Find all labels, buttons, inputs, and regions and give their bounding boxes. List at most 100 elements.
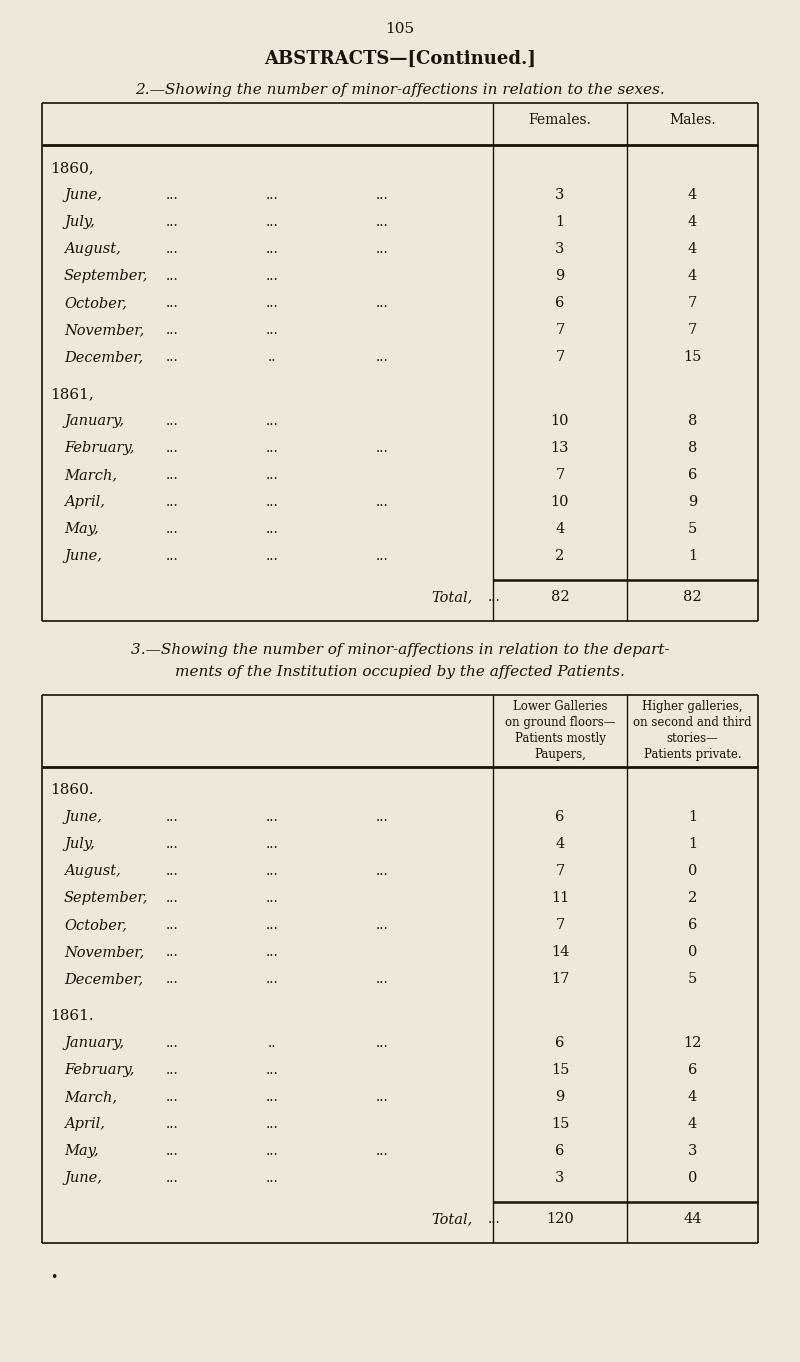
Text: ...: ... [266, 242, 278, 256]
Text: 1: 1 [688, 549, 697, 563]
Text: 12: 12 [683, 1036, 702, 1050]
Text: Patients private.: Patients private. [644, 748, 742, 761]
Text: ...: ... [166, 296, 178, 311]
Text: ...: ... [266, 1117, 278, 1130]
Text: stories—: stories— [666, 731, 718, 745]
Text: ...: ... [266, 549, 278, 563]
Text: 3: 3 [555, 242, 565, 256]
Text: ..: .. [268, 350, 276, 364]
Text: ...: ... [166, 1171, 178, 1185]
Text: 1: 1 [688, 810, 697, 824]
Text: January,: January, [64, 414, 124, 428]
Text: ...: ... [266, 215, 278, 229]
Text: March,: March, [64, 469, 117, 482]
Text: 3: 3 [555, 188, 565, 202]
Text: September,: September, [64, 270, 148, 283]
Text: ...: ... [266, 441, 278, 455]
Text: January,: January, [64, 1036, 124, 1050]
Text: 9: 9 [688, 494, 697, 509]
Text: November,: November, [64, 945, 144, 959]
Text: 4: 4 [688, 242, 697, 256]
Text: 4: 4 [688, 215, 697, 229]
Text: 5: 5 [688, 972, 697, 986]
Text: ...: ... [266, 838, 278, 851]
Text: ...: ... [266, 522, 278, 537]
Text: 3: 3 [688, 1144, 697, 1158]
Text: ...: ... [376, 810, 388, 824]
Text: ...: ... [166, 469, 178, 482]
Text: ...: ... [376, 864, 388, 878]
Text: 6: 6 [555, 1144, 565, 1158]
Text: 10: 10 [550, 414, 570, 428]
Text: 1: 1 [555, 215, 565, 229]
Text: April,: April, [64, 494, 105, 509]
Text: ...: ... [166, 215, 178, 229]
Text: ...: ... [266, 1171, 278, 1185]
Text: 6: 6 [688, 918, 697, 932]
Text: ...: ... [166, 270, 178, 283]
Text: ...: ... [166, 549, 178, 563]
Text: 4: 4 [555, 522, 565, 537]
Text: ...: ... [266, 494, 278, 509]
Text: ...: ... [376, 1144, 388, 1158]
Text: 9: 9 [555, 1090, 565, 1105]
Text: 120: 120 [546, 1212, 574, 1226]
Text: July,: July, [64, 215, 94, 229]
Text: 82: 82 [683, 590, 702, 603]
Text: 6: 6 [555, 1036, 565, 1050]
Text: ...: ... [266, 918, 278, 932]
Text: on second and third: on second and third [633, 716, 752, 729]
Text: ...: ... [376, 1036, 388, 1050]
Text: ...: ... [376, 188, 388, 202]
Text: 105: 105 [386, 22, 414, 35]
Text: ...: ... [376, 350, 388, 364]
Text: ...: ... [166, 918, 178, 932]
Text: 2.—Showing the number of minor-affections in relation to the sexes.: 2.—Showing the number of minor-affection… [135, 83, 665, 97]
Text: 82: 82 [550, 590, 570, 603]
Text: ...: ... [166, 188, 178, 202]
Text: 15: 15 [551, 1117, 569, 1130]
Text: 2: 2 [555, 549, 565, 563]
Text: 6: 6 [555, 296, 565, 311]
Text: ...: ... [376, 242, 388, 256]
Text: 13: 13 [550, 441, 570, 455]
Text: Lower Galleries: Lower Galleries [513, 700, 607, 712]
Text: 17: 17 [551, 972, 569, 986]
Text: August,: August, [64, 864, 121, 878]
Text: ...: ... [166, 810, 178, 824]
Text: ...: ... [266, 1090, 278, 1105]
Text: October,: October, [64, 296, 127, 311]
Text: 1: 1 [688, 838, 697, 851]
Text: Males.: Males. [669, 113, 716, 127]
Text: 0: 0 [688, 864, 697, 878]
Text: ...: ... [488, 1212, 501, 1226]
Text: 6: 6 [688, 1062, 697, 1077]
Text: December,: December, [64, 350, 143, 364]
Text: 4: 4 [688, 1090, 697, 1105]
Text: ments of the Institution occupied by the affected Patients.: ments of the Institution occupied by the… [175, 665, 625, 680]
Text: ...: ... [376, 494, 388, 509]
Text: ...: ... [488, 590, 501, 603]
Text: ABSTRACTS—[Continued.]: ABSTRACTS—[Continued.] [264, 50, 536, 68]
Text: October,: October, [64, 918, 127, 932]
Text: •: • [50, 1271, 58, 1284]
Text: 7: 7 [555, 918, 565, 932]
Text: ...: ... [376, 549, 388, 563]
Text: Total,: Total, [432, 590, 473, 603]
Text: 1861,: 1861, [50, 387, 94, 400]
Text: 4: 4 [688, 270, 697, 283]
Text: ...: ... [266, 296, 278, 311]
Text: ...: ... [166, 1117, 178, 1130]
Text: 1860.: 1860. [50, 783, 94, 797]
Text: ...: ... [166, 864, 178, 878]
Text: 8: 8 [688, 414, 697, 428]
Text: 4: 4 [555, 838, 565, 851]
Text: ...: ... [266, 891, 278, 904]
Text: ...: ... [266, 1062, 278, 1077]
Text: ...: ... [266, 810, 278, 824]
Text: 44: 44 [683, 1212, 702, 1226]
Text: ...: ... [166, 522, 178, 537]
Text: 3: 3 [555, 1171, 565, 1185]
Text: Patients mostly: Patients mostly [514, 731, 606, 745]
Text: 5: 5 [688, 522, 697, 537]
